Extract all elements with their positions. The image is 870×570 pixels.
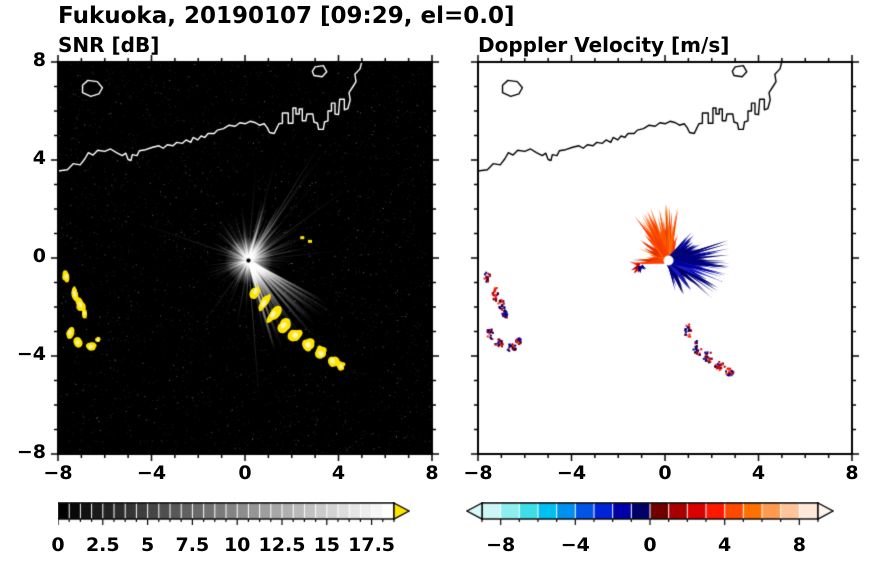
- velocity-cbar-tick-label: −8: [486, 534, 516, 556]
- x-tick-label-panel0: 0: [238, 462, 252, 484]
- x-tick-label-panel1: 8: [845, 462, 859, 484]
- y-tick-label: 0: [32, 245, 46, 267]
- snr-cbar-tick-label: 10: [223, 534, 251, 556]
- snr-cbar-tick-label: 2.5: [85, 534, 120, 556]
- snr-colorbar: [58, 502, 410, 528]
- snr-cbar-tick-label: 0: [51, 534, 65, 556]
- x-tick-label-panel1: 0: [658, 462, 672, 484]
- x-tick-label-panel1: −8: [463, 462, 493, 484]
- x-tick-label-panel1: 4: [751, 462, 766, 484]
- velocity-cbar-tick-label: 0: [643, 534, 657, 556]
- y-tick-label: −8: [16, 441, 46, 463]
- velocity-cbar-tick-label: 8: [792, 534, 806, 556]
- snr-ppi-canvas: [48, 52, 442, 464]
- x-tick-label-panel0: −4: [136, 462, 167, 484]
- snr-cbar-tick-label: 17.5: [348, 534, 396, 556]
- velocity-ppi-canvas: [468, 52, 862, 464]
- snr-cbar-tick-label: 12.5: [258, 534, 306, 556]
- velocity-cbar-tick-label: 4: [718, 534, 732, 556]
- snr-cbar-tick-label: 15: [313, 534, 341, 556]
- y-tick-label: 8: [32, 49, 46, 71]
- x-tick-label-panel0: −8: [43, 462, 73, 484]
- figure-title: Fukuoka, 20190107 [09:29, el=0.0]: [58, 3, 515, 29]
- y-tick-label: −4: [16, 343, 46, 365]
- snr-cbar-tick-label: 5: [140, 534, 155, 556]
- x-tick-label-panel0: 4: [331, 462, 346, 484]
- snr-cbar-tick-label: 7.5: [175, 534, 210, 556]
- velocity-colorbar: [466, 502, 834, 528]
- x-tick-label-panel0: 8: [425, 462, 439, 484]
- y-tick-label: 4: [32, 147, 46, 169]
- x-tick-label-panel1: −4: [556, 462, 587, 484]
- velocity-cbar-tick-label: −4: [560, 534, 590, 556]
